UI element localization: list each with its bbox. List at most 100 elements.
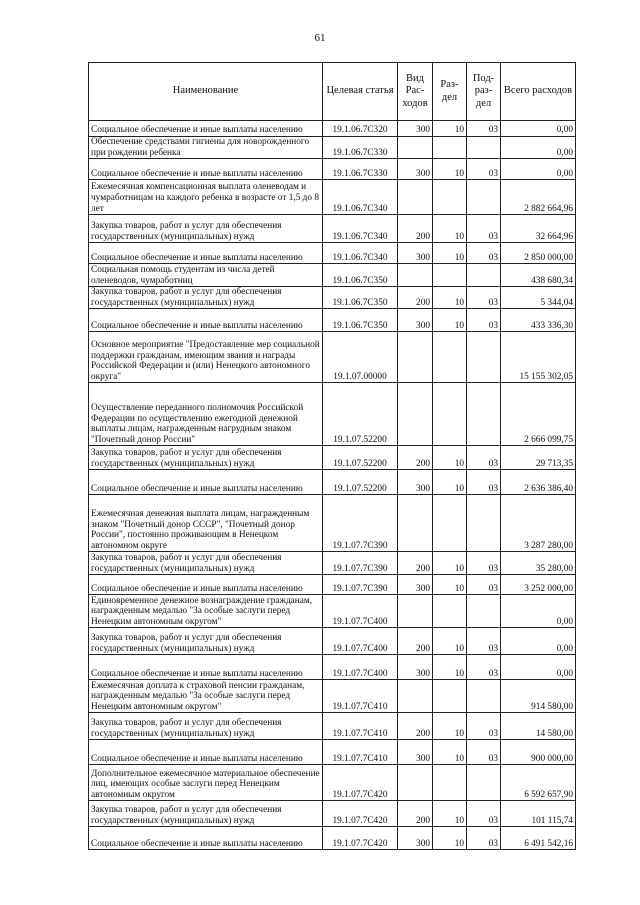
header-total: Всего расходов (500, 62, 576, 121)
row-section: 10 (432, 308, 467, 333)
row-expense-type: 300 (397, 308, 433, 333)
row-total: 2 850 000,00 (500, 242, 576, 265)
row-expense-type: 300 (397, 158, 433, 181)
row-target-article: 19.1.07.7С390 (322, 494, 398, 553)
row-section: 10 (432, 654, 467, 681)
row-section: 10 (432, 242, 467, 265)
row-section: 10 (432, 286, 467, 310)
header-subsection: Под-раз-дел (466, 62, 501, 121)
row-target-article: 19.1.07.7С400 (322, 594, 398, 629)
row-target-article: 19.1.06.7С340 (322, 179, 398, 216)
row-target-article: 19.1.07.7С400 (322, 627, 398, 656)
header-target-article: Целевая статья (322, 62, 398, 121)
row-expense-type: 200 (397, 214, 433, 244)
row-name: Дополнительное ежемесячное материальное … (88, 764, 323, 802)
row-total: 14 580,00 (500, 712, 576, 741)
row-total: 0,00 (500, 627, 576, 656)
row-target-article: 19.1.07.52200 (322, 445, 398, 471)
row-total: 15 155 302,05 (500, 331, 576, 384)
row-target-article: 19.1.06.7С340 (322, 214, 398, 244)
budget-table: Наименование Целевая статья Вид Рас-ходо… (88, 62, 576, 851)
row-expense-type (397, 382, 433, 447)
row-total: 0,00 (500, 654, 576, 681)
row-total: 3 287 280,00 (500, 494, 576, 553)
table-row: Социальная помощь студентам из числа дет… (88, 263, 576, 288)
row-target-article: 19.1.07.7С420 (322, 764, 398, 802)
row-section (432, 679, 467, 714)
row-subsection: 03 (466, 551, 501, 576)
row-total: 2 666 099,75 (500, 382, 576, 447)
row-expense-type: 300 (397, 739, 433, 766)
row-name: Обеспечение средствами гигиены для новор… (88, 135, 323, 160)
row-total: 438 680,34 (500, 263, 576, 288)
row-total: 3 252 000,00 (500, 574, 576, 596)
row-name: Единовременное денежное вознаграждение г… (88, 594, 323, 629)
row-total: 914 580,00 (500, 679, 576, 714)
page-number: 61 (314, 32, 326, 44)
row-expense-type: 300 (397, 654, 433, 681)
row-name: Социальное обеспечение и иные выплаты на… (88, 826, 323, 851)
row-section (432, 594, 467, 629)
row-expense-type (397, 594, 433, 629)
row-subsection: 03 (466, 712, 501, 741)
row-subsection: 03 (466, 469, 501, 496)
row-total: 2 636 386,40 (500, 469, 576, 496)
row-target-article: 19.1.06.7С350 (322, 286, 398, 310)
row-subsection (466, 382, 501, 447)
row-section (432, 494, 467, 553)
row-expense-type (397, 764, 433, 802)
row-total: 2 882 664,96 (500, 179, 576, 216)
row-target-article: 19.1.07.7С400 (322, 654, 398, 681)
row-expense-type: 300 (397, 120, 433, 137)
row-target-article: 19.1.06.7С350 (322, 263, 398, 288)
row-section: 10 (432, 469, 467, 496)
row-subsection: 03 (466, 308, 501, 333)
row-expense-type: 300 (397, 242, 433, 265)
row-total: 0,00 (500, 120, 576, 137)
table-row: Социальное обеспечение и иные выплаты на… (88, 826, 576, 851)
row-expense-type: 300 (397, 574, 433, 596)
row-subsection: 03 (466, 158, 501, 181)
table-row: Социальное обеспечение и иные выплаты на… (88, 654, 576, 681)
row-expense-type: 200 (397, 800, 433, 828)
row-target-article: 19.1.07.7С410 (322, 739, 398, 766)
row-total: 5 344,04 (500, 286, 576, 310)
row-name: Социальное обеспечение и иные выплаты на… (88, 469, 323, 496)
row-target-article: 19.1.06.7С330 (322, 158, 398, 181)
row-section: 10 (432, 739, 467, 766)
row-name: Закупка товаров, работ и услуг для обесп… (88, 445, 323, 471)
row-target-article: 19.1.07.7С390 (322, 574, 398, 596)
row-section (432, 764, 467, 802)
row-subsection: 03 (466, 826, 501, 851)
row-expense-type: 200 (397, 627, 433, 656)
row-expense-type (397, 679, 433, 714)
row-total: 433 336,30 (500, 308, 576, 333)
row-total: 0,00 (500, 135, 576, 160)
row-subsection (466, 594, 501, 629)
row-subsection (466, 179, 501, 216)
row-expense-type (397, 135, 433, 160)
row-subsection (466, 494, 501, 553)
row-target-article: 19.1.07.7С420 (322, 800, 398, 828)
row-section: 10 (432, 445, 467, 471)
row-section: 10 (432, 712, 467, 741)
table-row: Закупка товаров, работ и услуг для обесп… (88, 712, 576, 741)
table-row: Осуществление переданного полномочия Рос… (88, 382, 576, 447)
row-target-article: 19.1.07.7С410 (322, 679, 398, 714)
row-total: 6 592 657,90 (500, 764, 576, 802)
row-expense-type (397, 494, 433, 553)
row-subsection: 03 (466, 286, 501, 310)
row-section (432, 135, 467, 160)
table-row: Социальное обеспечение и иные выплаты на… (88, 308, 576, 333)
row-expense-type (397, 263, 433, 288)
row-name: Социальное обеспечение и иные выплаты на… (88, 242, 323, 265)
row-section: 10 (432, 574, 467, 596)
row-expense-type: 300 (397, 469, 433, 496)
table-row: Ежемесячная денежная выплата лицам, нагр… (88, 494, 576, 553)
header-section: Раз-дел (432, 62, 467, 121)
row-name: Социальное обеспечение и иные выплаты на… (88, 739, 323, 766)
table-row: Социальное обеспечение и иные выплаты на… (88, 120, 576, 137)
table-row: Социальное обеспечение и иные выплаты на… (88, 739, 576, 766)
row-subsection: 03 (466, 445, 501, 471)
